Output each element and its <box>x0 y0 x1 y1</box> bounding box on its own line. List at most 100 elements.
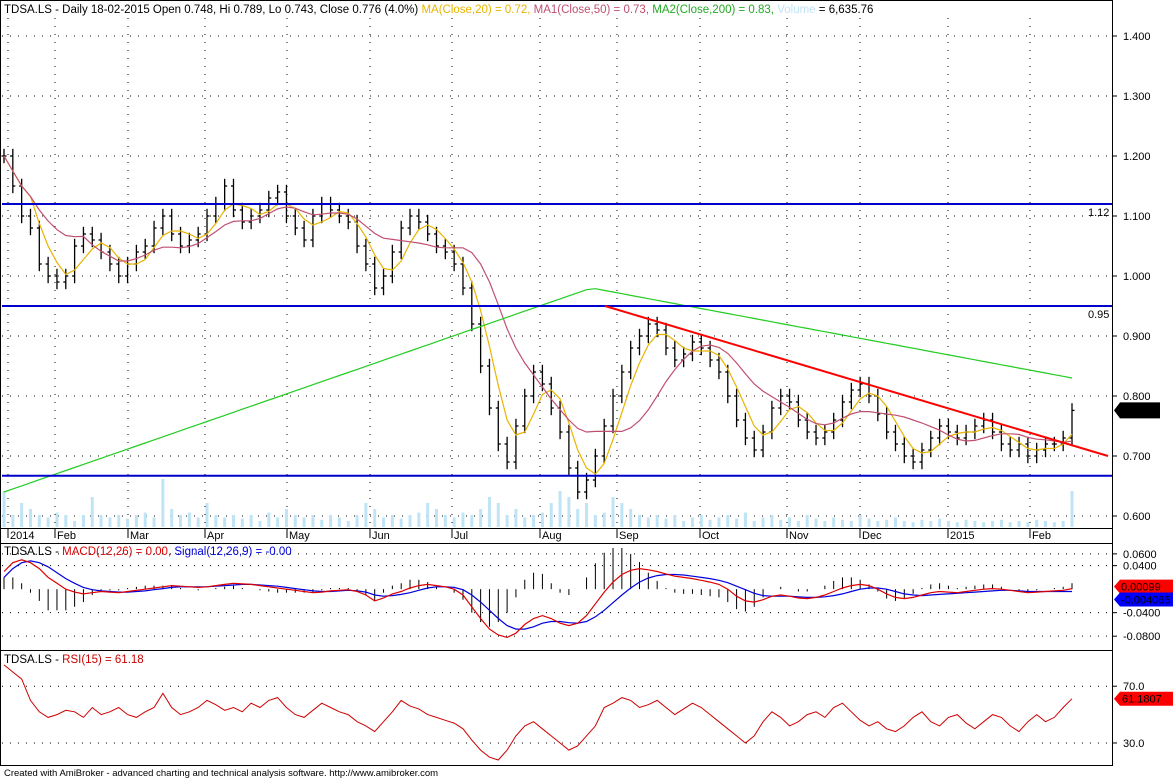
price-bar <box>769 400 775 440</box>
volume-bar <box>567 497 571 527</box>
volume-bar <box>1017 521 1021 527</box>
price-bar <box>504 436 510 470</box>
price-bar <box>416 208 422 230</box>
red-trendline <box>604 305 1109 457</box>
price-bar <box>601 418 607 464</box>
volume-bar <box>938 518 942 527</box>
price-bar <box>80 226 86 254</box>
volume-bar <box>90 497 94 527</box>
price-bar <box>107 244 113 272</box>
volume-bar <box>858 515 862 527</box>
price-bar <box>89 226 95 248</box>
price-bar <box>866 376 872 404</box>
volume-bar <box>11 515 15 527</box>
volume-bar <box>558 491 562 527</box>
price-bar <box>672 340 678 368</box>
volume-bar <box>443 515 447 527</box>
price-bar <box>742 412 748 446</box>
volume-bar <box>523 517 527 527</box>
grid-layer <box>2 18 1110 744</box>
volume-bar <box>832 517 836 527</box>
price-bar <box>407 208 413 236</box>
volume-bar <box>805 515 809 527</box>
price-bar <box>495 400 501 452</box>
price-bar <box>813 424 819 446</box>
volume-bar <box>867 518 871 527</box>
volume-bar <box>1061 521 1065 527</box>
price-bar <box>239 202 245 230</box>
price-tick-label: 1.300 <box>1123 91 1151 103</box>
volume-bar <box>1070 491 1074 527</box>
price-tick-label: 1.200 <box>1123 151 1151 163</box>
month-label: Dec <box>862 530 882 542</box>
volume-bar <box>1026 522 1030 527</box>
ma20-line <box>3 155 1073 475</box>
month-label: Feb <box>1032 530 1051 542</box>
price-bar <box>425 214 431 242</box>
price-bar <box>36 220 42 272</box>
volume-bar <box>170 509 174 527</box>
volume-bar <box>20 503 24 527</box>
signal-line <box>3 560 1072 630</box>
macd-tick-label: 0.0400 <box>1123 561 1157 573</box>
price-bar <box>328 196 334 218</box>
volume-bar <box>461 512 465 527</box>
price-bar <box>363 238 369 272</box>
price-bar <box>972 418 978 440</box>
volume-bar <box>655 515 659 527</box>
last-close-label: 0.776 <box>1124 405 1152 417</box>
macd-marker-box <box>1114 592 1173 607</box>
volume-bar <box>576 509 580 527</box>
volume-bar <box>788 517 792 527</box>
volume-bar <box>126 518 130 527</box>
volume-bar <box>1008 522 1012 527</box>
month-label: Feb <box>57 530 76 542</box>
price-tick-label: 1.100 <box>1123 211 1151 223</box>
price-tick-label: 0.900 <box>1123 331 1151 343</box>
price-bar <box>557 400 563 440</box>
price-bar <box>575 460 581 500</box>
month-label: 2014 <box>10 530 34 542</box>
macd-series: 0.00099-0.004065 <box>3 548 1173 639</box>
volume-bar <box>946 521 950 527</box>
volume-bar <box>240 518 244 527</box>
volume-bar <box>920 519 924 527</box>
price-bars <box>1 148 1075 500</box>
price-bar <box>610 388 616 434</box>
volume-bar <box>426 503 430 527</box>
volume-bar <box>796 521 800 527</box>
price-bar <box>54 268 60 290</box>
volume-bar <box>46 517 50 527</box>
volume-bar <box>770 515 774 527</box>
volume-bar <box>929 521 933 527</box>
volume-bar <box>991 521 995 527</box>
volume-bar <box>876 521 880 527</box>
price-tick-label: 1.000 <box>1123 271 1151 283</box>
volume-bar <box>434 509 438 527</box>
volume-bar <box>505 515 509 527</box>
price-bar <box>795 394 801 428</box>
volume-bar <box>999 519 1003 527</box>
price-bar <box>160 208 166 236</box>
month-label: Oct <box>702 530 719 542</box>
volume-bar <box>364 503 368 527</box>
month-label: Jun <box>372 530 390 542</box>
price-tick-label: 0.700 <box>1123 451 1151 463</box>
footer-credit: Created with AmiBroker - advanced charti… <box>4 768 439 779</box>
volume-bar <box>390 515 394 527</box>
price-bar <box>698 334 704 356</box>
volume-bar <box>620 503 624 527</box>
price-tick-label: 1.400 <box>1123 31 1151 43</box>
volume-bar <box>452 517 456 527</box>
volume-bar <box>2 491 6 527</box>
axis-labels: 0.600 0.700 0.800 0.900 1.000 1.100 1.200 1.300… <box>0 31 1160 750</box>
volume-bar <box>514 509 518 527</box>
volume-bar <box>638 515 642 527</box>
price-bar <box>433 226 439 254</box>
price-bar <box>319 196 325 224</box>
volume-bar <box>973 521 977 527</box>
volume-bar <box>823 521 827 527</box>
volume-bar <box>955 522 959 527</box>
volume-bar <box>81 515 85 527</box>
price-bar <box>716 352 722 380</box>
